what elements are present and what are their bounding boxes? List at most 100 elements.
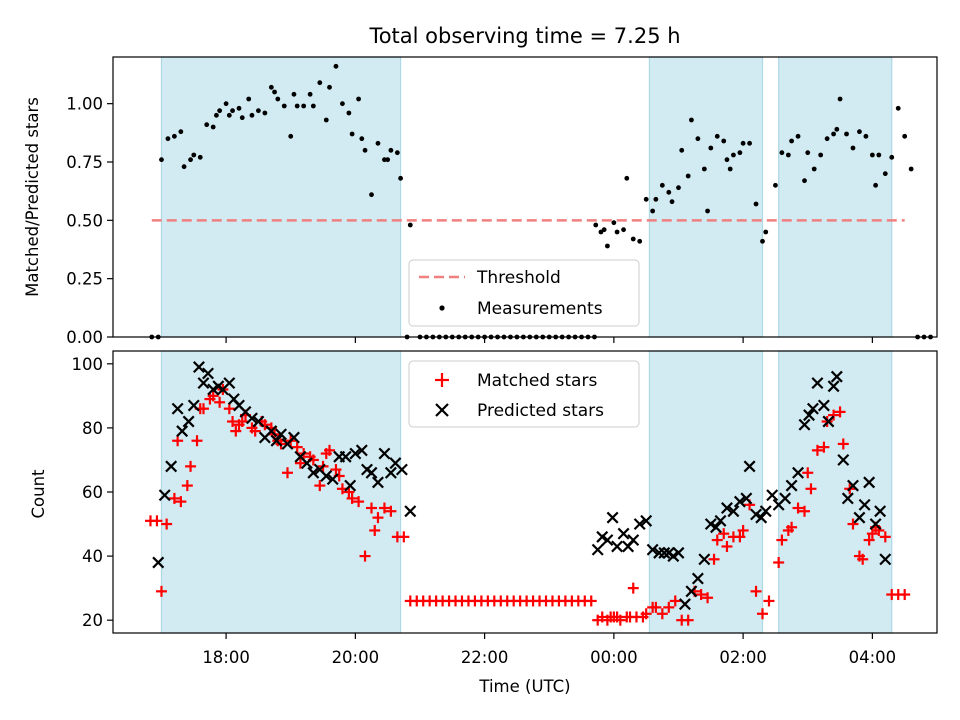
matched-star-point: [805, 483, 817, 495]
predicted-star-point: [287, 431, 300, 444]
bottom-y-tick-label: 60: [82, 483, 103, 502]
marker-stroke: [313, 463, 326, 476]
marker-stroke: [779, 492, 792, 505]
measurement-point: [685, 173, 691, 179]
matched-star-point: [366, 502, 378, 514]
matched-star-point: [353, 496, 365, 508]
measurement-point: [882, 171, 888, 177]
measurement-point: [407, 222, 413, 228]
matched-star-point: [585, 595, 597, 607]
marker-stroke: [596, 530, 609, 543]
measurement-point: [188, 157, 193, 163]
marker-stroke: [355, 444, 368, 457]
predicted-star-point: [830, 370, 843, 383]
matched-star-point: [757, 608, 769, 620]
bottom-y-axis: 20 40 60 80 100: [72, 355, 113, 630]
measurement-point: [310, 103, 316, 109]
matched-star-point: [151, 515, 163, 527]
marker-stroke: [171, 402, 184, 415]
predicted-star-point: [192, 361, 205, 374]
matched-star-point: [191, 435, 203, 447]
matched-star-point: [837, 438, 849, 450]
marker-stroke: [165, 460, 178, 473]
measurement-point: [701, 166, 707, 172]
measurement-point: [230, 108, 235, 114]
matched-star-point: [230, 425, 242, 437]
figure-title: Total observing time = 7.25 h: [368, 24, 680, 48]
measurement-point: [763, 229, 769, 235]
measurement-point: [753, 201, 759, 207]
marker-stroke: [378, 447, 391, 460]
bottom-panel: 20 40 60 80 100 18:00 20:00 22:00 00:00 02:00 04:…: [29, 350, 938, 696]
predicted-star-point: [384, 466, 397, 479]
marker-stroke: [822, 415, 835, 428]
predicted-star-point: [223, 377, 236, 390]
observing-window: [160, 56, 402, 338]
measurement-point: [895, 105, 901, 111]
marker-stroke: [755, 511, 768, 524]
predicted-star-point: [252, 415, 265, 428]
bottom-shaded-regions: [160, 350, 893, 634]
measurement-point: [388, 147, 394, 153]
matched-star-point: [866, 528, 878, 540]
predicted-star-point: [371, 476, 384, 489]
measurement-point: [789, 138, 794, 144]
marker-stroke: [714, 514, 727, 527]
predicted-star-point: [171, 402, 184, 415]
matched-star-point: [378, 502, 390, 514]
marker-stroke: [853, 511, 866, 524]
marker-stroke: [817, 399, 830, 412]
measurement-point: [593, 222, 599, 228]
marker-stroke: [239, 405, 252, 418]
marker-stroke: [869, 518, 882, 531]
measurement-point: [779, 150, 785, 156]
marker-stroke: [158, 489, 171, 502]
measurement-point: [217, 108, 223, 114]
predicted-star-point: [720, 502, 733, 515]
measurement-point: [643, 196, 649, 202]
predicted-star-point: [755, 511, 768, 524]
marker-stroke: [344, 479, 357, 492]
measurement-point: [340, 101, 345, 107]
legend-predicted-label: Predicted stars: [477, 401, 604, 421]
predicted-star-point: [879, 553, 892, 566]
measurement-point: [349, 131, 355, 137]
matched-star-point: [197, 403, 209, 415]
predicted-star-point: [344, 479, 357, 492]
measurement-point: [323, 117, 329, 123]
measurement-point: [272, 89, 277, 95]
measurement-point: [601, 227, 607, 233]
measurement-point: [630, 236, 636, 242]
measurement-point: [262, 110, 268, 116]
predicted-star-point: [601, 534, 614, 547]
predicted-star-point: [766, 489, 779, 502]
predicted-star-point: [152, 556, 165, 569]
matched-star-point: [281, 467, 293, 479]
marker-stroke: [658, 546, 671, 559]
predicted-star-point: [743, 460, 756, 473]
measurement-point: [844, 131, 849, 137]
predicted-star-point: [307, 466, 320, 479]
marker-stroke: [365, 466, 378, 479]
measurement-point: [795, 133, 801, 139]
measurement-point: [291, 91, 297, 97]
marker-stroke: [633, 518, 646, 531]
predicted-star-point: [803, 409, 816, 422]
marker-stroke: [847, 479, 859, 492]
measurement-point: [611, 220, 617, 226]
marker-stroke: [841, 492, 854, 505]
marker-stroke: [349, 447, 362, 460]
measurement-point: [333, 63, 339, 69]
predicted-star-point: [691, 572, 704, 585]
measurement-point: [356, 96, 361, 102]
matched-star-point: [857, 553, 869, 565]
top-panel: 0.00 0.25 0.50 0.75 1.00 Matched/Predicted s…: [23, 56, 938, 347]
measurement-point: [327, 84, 332, 90]
measurement-point: [307, 91, 313, 97]
matched-star-point: [737, 524, 749, 536]
marker-stroke: [265, 425, 278, 438]
matched-star-point: [711, 534, 723, 546]
predicted-star-point: [653, 546, 666, 559]
predicted-star-point: [698, 553, 711, 566]
measurement-point: [385, 157, 391, 163]
